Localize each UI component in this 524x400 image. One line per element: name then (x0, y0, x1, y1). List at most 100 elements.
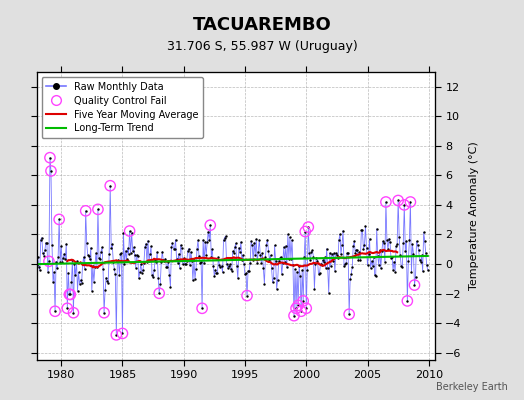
Point (57, 243, 66, 250)
Point (168, 240, 177, 246)
Point (313, 258, 322, 264)
Point (91, 264, 99, 270)
Point (167, 244, 176, 250)
Point (215, 262, 224, 268)
Point (305, 250, 313, 256)
Point (403, 298, 411, 304)
Point (318, 262, 326, 268)
Point (66, 291, 74, 298)
Point (306, 257, 314, 264)
Point (299, 298, 308, 304)
Point (420, 229, 428, 236)
Point (323, 265, 332, 272)
Point (260, 280, 269, 287)
Point (189, 277, 197, 284)
Point (204, 228, 212, 235)
Point (210, 273, 219, 279)
Point (125, 228, 134, 234)
Point (344, 250, 352, 256)
Point (312, 255, 321, 261)
Point (350, 238, 358, 244)
Point (416, 257, 424, 263)
Point (288, 237, 296, 243)
Point (399, 240, 408, 246)
Point (343, 250, 351, 256)
Point (355, 249, 364, 256)
Point (321, 265, 330, 271)
Point (339, 228, 347, 234)
Point (314, 271, 323, 277)
Point (308, 247, 316, 254)
Point (145, 257, 153, 264)
Point (301, 228, 310, 235)
Point (172, 256, 181, 262)
Point (224, 263, 233, 269)
Point (108, 241, 116, 247)
Point (396, 252, 405, 258)
Point (247, 238, 255, 244)
Point (220, 237, 228, 244)
Point (78, 280, 86, 286)
Point (208, 246, 216, 252)
Point (109, 259, 117, 265)
Point (63, 305, 71, 312)
Point (99, 265, 107, 272)
Point (262, 242, 270, 248)
Point (287, 256, 295, 262)
Point (56, 258, 64, 265)
Point (361, 223, 369, 229)
Point (72, 258, 81, 264)
Point (51, 308, 59, 314)
Point (196, 260, 204, 266)
Point (363, 262, 372, 268)
Point (302, 305, 310, 312)
Point (143, 259, 151, 266)
Point (294, 302, 302, 308)
Point (49, 278, 57, 285)
Point (32, 261, 41, 268)
Point (124, 251, 133, 257)
Point (225, 261, 234, 267)
Point (341, 260, 350, 267)
Point (277, 254, 285, 260)
Point (119, 230, 128, 236)
Point (135, 275, 143, 282)
Point (51, 308, 59, 314)
Point (191, 276, 199, 282)
Point (125, 228, 134, 234)
Point (169, 246, 178, 252)
Point (45, 258, 53, 264)
Point (198, 305, 206, 312)
Point (185, 262, 194, 268)
Point (419, 268, 427, 274)
Point (46, 154, 54, 161)
Point (367, 258, 376, 264)
Point (381, 258, 389, 265)
Point (231, 244, 239, 250)
Point (397, 263, 406, 269)
Point (164, 258, 172, 265)
Point (388, 254, 396, 260)
Point (194, 237, 202, 244)
Point (378, 248, 386, 255)
Point (409, 250, 418, 257)
Point (280, 244, 288, 250)
Point (117, 250, 126, 256)
Point (250, 240, 258, 246)
Point (95, 255, 103, 261)
Point (243, 292, 251, 299)
Point (147, 243, 155, 250)
Point (394, 197, 402, 204)
Point (223, 265, 232, 271)
Point (100, 310, 108, 316)
Point (266, 252, 275, 258)
Point (171, 236, 180, 243)
Point (159, 257, 168, 264)
Point (155, 290, 163, 296)
Point (176, 265, 184, 271)
Text: Berkeley Earth: Berkeley Earth (436, 382, 508, 392)
Point (111, 271, 119, 278)
Point (421, 238, 429, 244)
Point (257, 259, 266, 266)
Point (408, 241, 417, 248)
